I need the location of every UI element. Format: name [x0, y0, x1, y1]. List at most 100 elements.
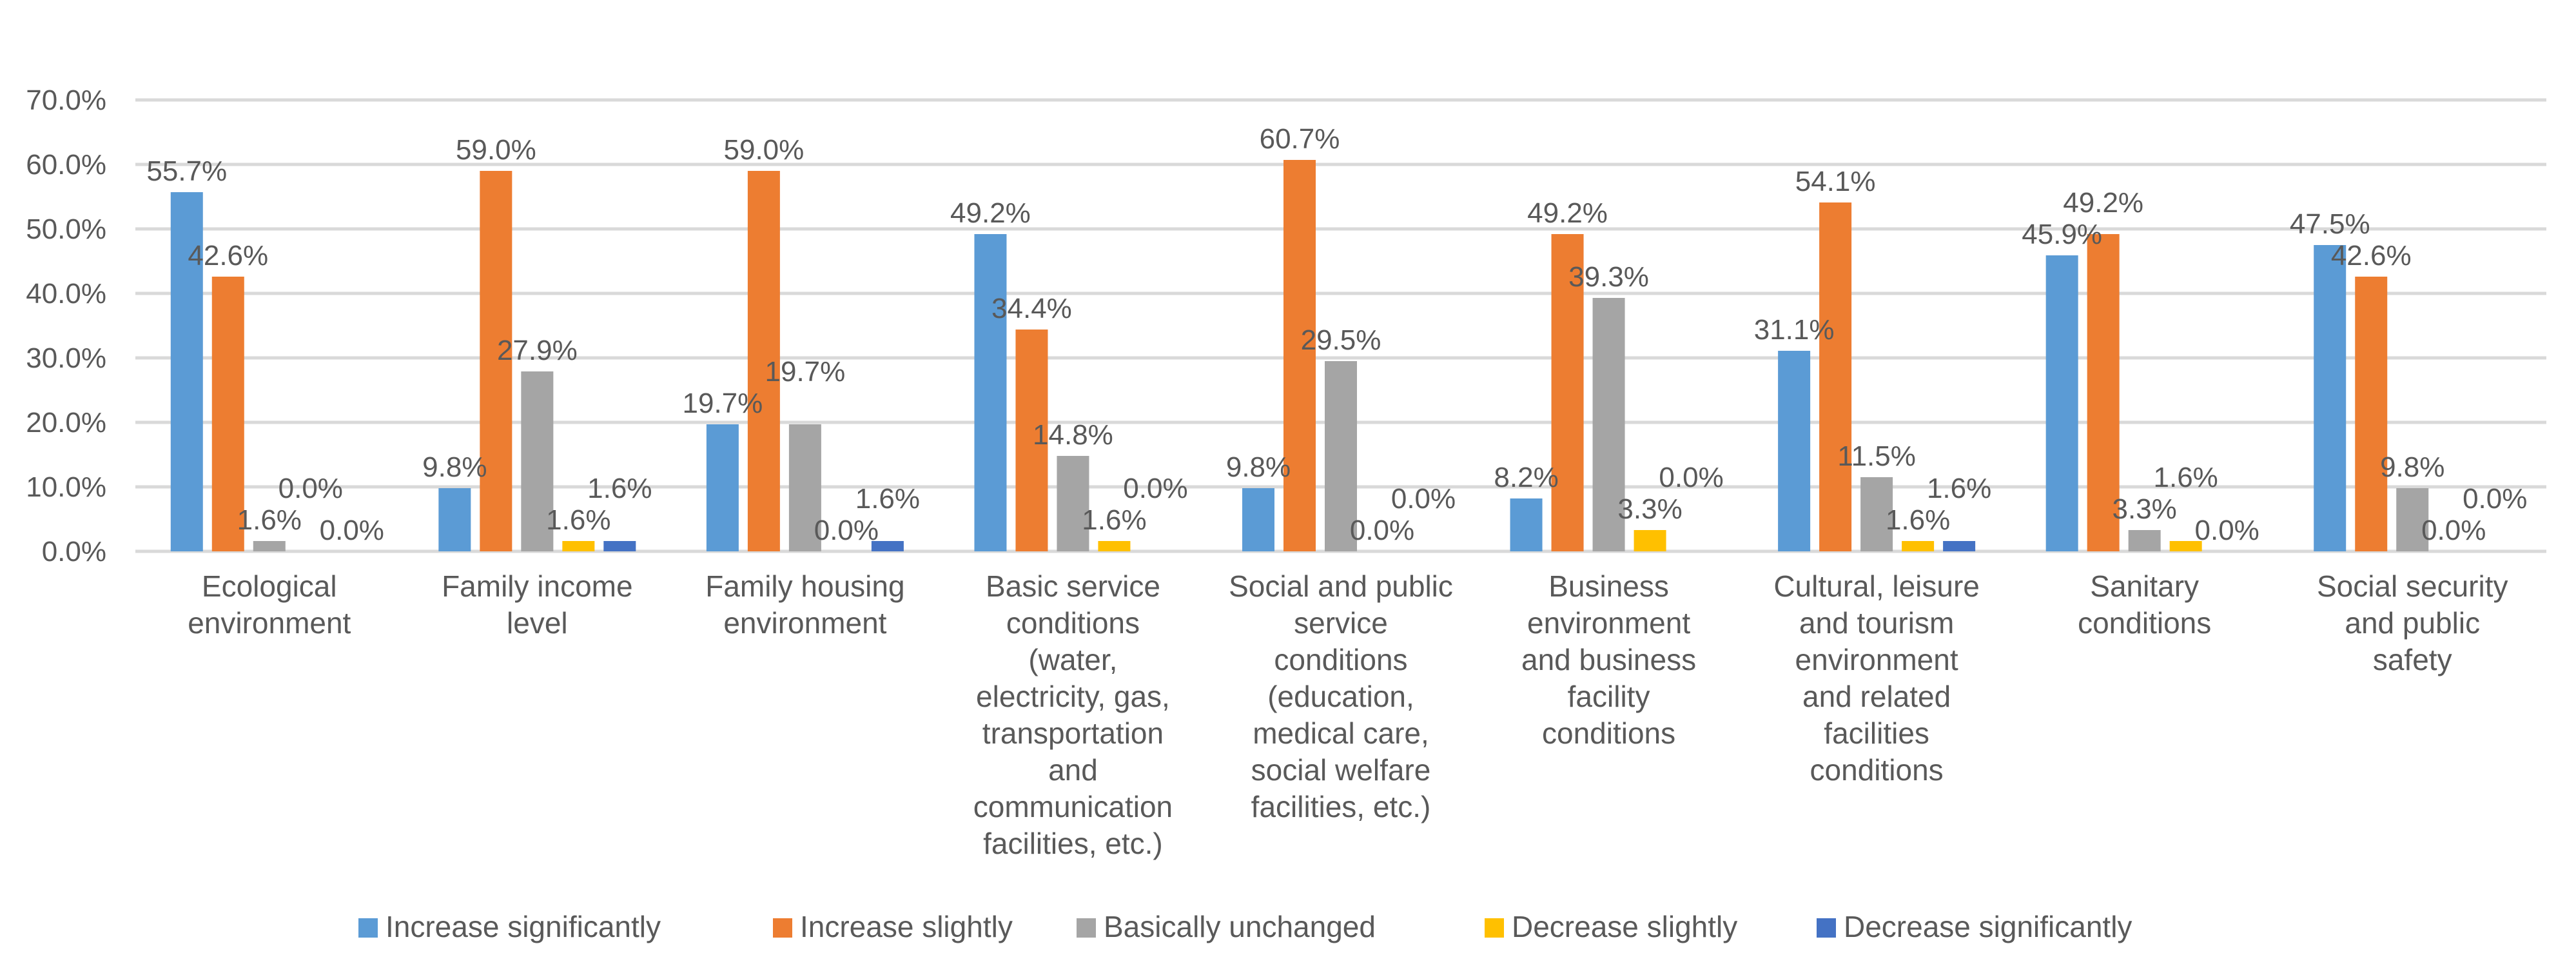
data-label: 42.6% [2331, 240, 2412, 271]
x-category-label: and business [1521, 643, 1696, 676]
x-category-label: Family housing [705, 569, 904, 603]
data-label: 9.8% [1226, 451, 1291, 483]
x-category-label: Social security [2317, 569, 2508, 603]
data-label: 0.0% [2463, 483, 2527, 515]
x-category-label: communication [973, 790, 1173, 823]
y-tick-label: 20.0% [26, 407, 106, 438]
bar [1592, 298, 1625, 551]
x-category-label: medical care, [1253, 716, 1429, 750]
x-category-label: social welfare [1251, 753, 1431, 787]
bar [1510, 498, 1543, 551]
data-label: 55.7% [146, 155, 227, 187]
legend-label: Increase slightly [800, 910, 1013, 943]
bar [788, 424, 821, 551]
y-tick-label: 60.0% [26, 149, 106, 181]
legend-item: Increase significantly [358, 910, 661, 943]
data-label: 31.1% [1754, 314, 1835, 346]
bar [2128, 530, 2161, 551]
x-category-label: facilities, etc.) [983, 827, 1163, 860]
data-label: 0.0% [1123, 473, 1187, 504]
x-category-label: facilities, etc.) [1251, 790, 1431, 823]
bars [170, 160, 2429, 551]
legend-item: Decrease slightly [1485, 910, 1737, 943]
bar [1242, 488, 1274, 551]
data-label: 0.0% [320, 515, 384, 546]
data-label: 8.2% [1494, 462, 1558, 493]
data-label: 1.6% [1886, 504, 1950, 536]
data-label: 0.0% [278, 473, 343, 504]
data-label: 29.5% [1301, 324, 1381, 356]
bar [871, 541, 904, 551]
data-label: 49.2% [1527, 197, 1608, 229]
legend-swatch [773, 918, 792, 938]
bar [2355, 277, 2388, 551]
x-category-label: and [1048, 753, 1098, 787]
bar [211, 277, 244, 551]
bar [1057, 456, 1089, 551]
x-category-label: environment [1527, 606, 1690, 640]
bar [521, 371, 554, 551]
x-category-label: conditions [1274, 643, 1407, 676]
bar [1902, 541, 1935, 551]
y-tick-label: 30.0% [26, 342, 106, 374]
x-category-label: and tourism [1799, 606, 1954, 640]
data-label: 39.3% [1568, 261, 1649, 293]
x-category-label: conditions [1810, 753, 1944, 787]
data-label: 49.2% [2063, 187, 2143, 219]
y-tick-label: 40.0% [26, 278, 106, 310]
data-label: 1.6% [546, 504, 610, 536]
bar [1283, 160, 1316, 551]
bar [603, 541, 636, 551]
bar [170, 192, 203, 551]
bar [1098, 541, 1131, 551]
data-label: 47.5% [2290, 208, 2370, 240]
bar [2169, 541, 2202, 551]
x-category-label: conditions [1542, 716, 1675, 750]
legend-swatch [1817, 918, 1836, 938]
x-category-label: transportation [982, 716, 1164, 750]
legend-swatch [358, 918, 378, 938]
x-category-label: conditions [2078, 606, 2211, 640]
x-category-label: service [1294, 606, 1388, 640]
data-label: 1.6% [587, 473, 652, 504]
legend-item: Basically unchanged [1077, 910, 1376, 943]
y-tick-label: 10.0% [26, 471, 106, 503]
legend-swatch [1485, 918, 1504, 938]
y-tick-label: 70.0% [26, 84, 106, 116]
x-category-label: (water, [1028, 643, 1117, 676]
data-label: 1.6% [1927, 473, 1991, 504]
bar [480, 171, 512, 551]
x-category-label: environment [1795, 643, 1958, 676]
data-label: 45.9% [2022, 219, 2102, 250]
bar [1778, 351, 1811, 551]
data-label: 59.0% [456, 134, 536, 166]
bar [562, 541, 595, 551]
x-category-label: electricity, gas, [976, 680, 1170, 713]
data-label: 1.6% [237, 504, 302, 536]
bar [706, 424, 739, 551]
data-label: 54.1% [1795, 166, 1876, 197]
x-category-label: and public [2345, 606, 2480, 640]
x-category-label: level [507, 606, 568, 640]
bar [2314, 245, 2347, 551]
legend-label: Increase significantly [385, 910, 661, 943]
bar [253, 541, 286, 551]
legend-label: Decrease significantly [1844, 910, 2132, 943]
data-label: 1.6% [2154, 462, 2218, 493]
data-label: 19.7% [765, 356, 846, 388]
data-label: 3.3% [1617, 493, 1682, 525]
y-axis: 0.0% 10.0% 20.0% 30.0% 40.0% 50.0% 60.0% 70.0% [26, 84, 106, 567]
x-category-label: environment [723, 606, 886, 640]
bar [1015, 330, 1048, 551]
bar [2045, 255, 2078, 551]
x-category-label: Business [1548, 569, 1669, 603]
data-label: 3.3% [2113, 493, 2177, 525]
legend-item: Decrease significantly [1817, 910, 2132, 943]
x-category-label: Sanitary [2090, 569, 2199, 603]
bar [1325, 361, 1357, 551]
data-label: 0.0% [814, 515, 879, 546]
x-category-label: environment [188, 606, 351, 640]
x-category-label: Family income [442, 569, 633, 603]
data-label: 9.8% [422, 451, 487, 483]
